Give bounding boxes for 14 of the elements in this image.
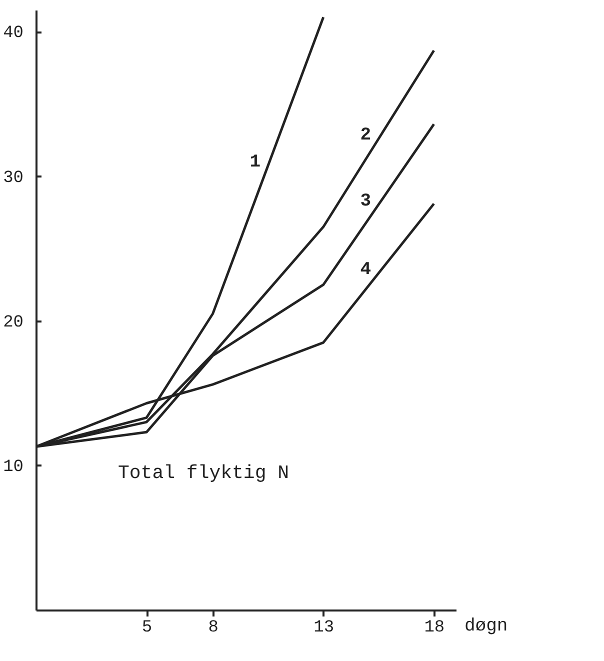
x-tick-label: 13 — [314, 618, 334, 638]
x-axis-title: døgn — [464, 616, 508, 636]
series-label: 4 — [360, 260, 372, 280]
series-label: 3 — [360, 191, 372, 212]
series-label: 1 — [250, 152, 261, 172]
x-tick-label: 5 — [142, 618, 152, 638]
y-tick-label: 40 — [3, 24, 24, 44]
text: Total flyktig N — [118, 462, 290, 484]
y-tick-label: 20 — [3, 313, 24, 332]
series-label: 2 — [360, 126, 372, 146]
y-tick-label: 10 — [3, 458, 24, 477]
x-tick-label: 18 — [424, 618, 445, 638]
x-tick-label: 8 — [208, 618, 218, 638]
y-tick-label: 30 — [3, 168, 24, 188]
